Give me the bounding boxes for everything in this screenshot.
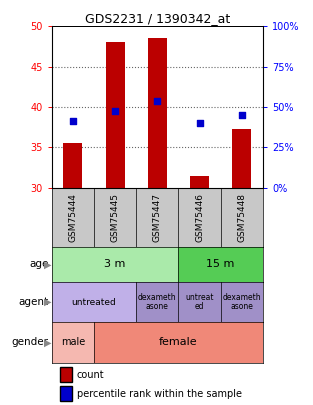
- Point: [197, 120, 202, 126]
- Point: [155, 98, 160, 104]
- Bar: [52, 322, 94, 362]
- FancyBboxPatch shape: [60, 386, 72, 401]
- Bar: [63, 143, 82, 188]
- Bar: [52, 282, 136, 322]
- Text: 15 m: 15 m: [207, 260, 235, 269]
- Bar: [94, 322, 263, 362]
- Bar: [221, 282, 263, 322]
- Bar: [232, 129, 251, 188]
- Text: GSM75447: GSM75447: [153, 193, 162, 242]
- Bar: [105, 43, 125, 188]
- Bar: [178, 282, 221, 322]
- Point: [113, 108, 118, 114]
- Text: GSM75444: GSM75444: [68, 193, 77, 242]
- Text: ▶: ▶: [44, 297, 51, 307]
- Text: ▶: ▶: [44, 260, 51, 269]
- Bar: [178, 247, 263, 282]
- Bar: [52, 247, 178, 282]
- Text: count: count: [77, 370, 105, 380]
- Point: [239, 112, 244, 118]
- Text: GSM75445: GSM75445: [110, 193, 120, 242]
- Text: male: male: [61, 337, 85, 347]
- Text: percentile rank within the sample: percentile rank within the sample: [77, 389, 242, 399]
- Text: gender: gender: [12, 337, 49, 347]
- Point: [70, 117, 75, 124]
- Text: dexameth
asone: dexameth asone: [223, 293, 261, 311]
- Bar: [136, 282, 178, 322]
- Text: untreated: untreated: [72, 298, 116, 307]
- Text: 3 m: 3 m: [104, 260, 126, 269]
- Text: agent: agent: [18, 297, 49, 307]
- Bar: [190, 176, 209, 188]
- Text: ▶: ▶: [44, 337, 51, 347]
- FancyBboxPatch shape: [60, 367, 72, 382]
- Bar: [148, 38, 167, 188]
- Text: dexameth
asone: dexameth asone: [138, 293, 177, 311]
- Title: GDS2231 / 1390342_at: GDS2231 / 1390342_at: [85, 12, 230, 25]
- Text: age: age: [29, 260, 49, 269]
- Text: GSM75446: GSM75446: [195, 193, 204, 242]
- Text: female: female: [159, 337, 198, 347]
- Text: GSM75448: GSM75448: [237, 193, 246, 242]
- Text: untreat
ed: untreat ed: [185, 293, 214, 311]
